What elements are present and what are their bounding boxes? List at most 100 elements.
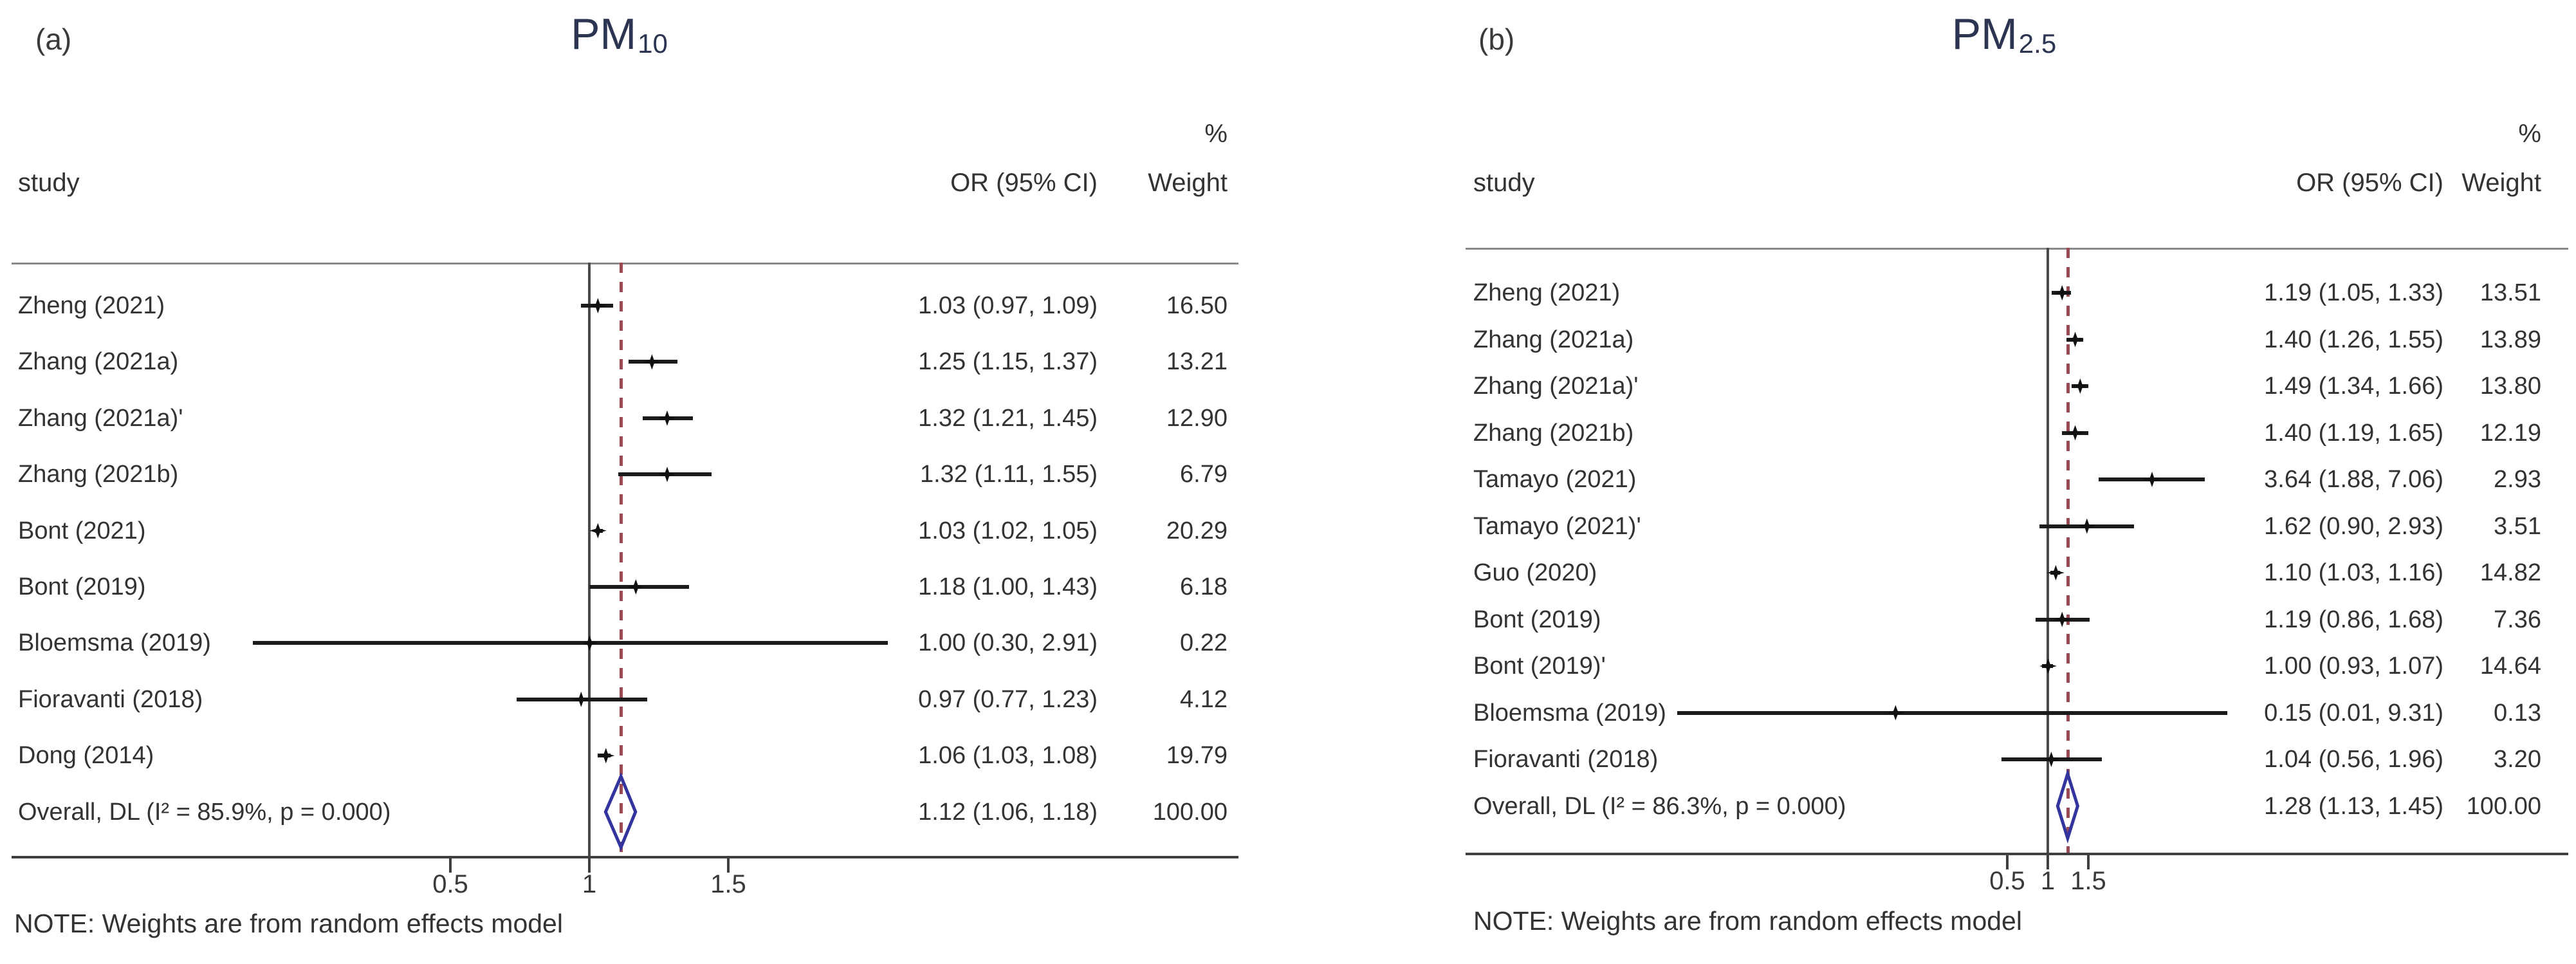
study-label: Tamayo (2021)' <box>1473 512 1641 540</box>
study-or-value: 1.03 (0.97, 1.09) <box>918 292 1098 319</box>
study-label: Zhang (2021a) <box>1473 326 1634 353</box>
panel-title-subscript: 10 <box>638 28 668 59</box>
study-label: Zheng (2021) <box>18 292 165 319</box>
column-header-or: OR (95% CI) <box>950 169 1098 197</box>
study-label: Zheng (2021) <box>1473 279 1621 306</box>
study-label: Fioravanti (2018) <box>1473 746 1659 773</box>
study-or-value: 3.64 (1.88, 7.06) <box>2264 466 2443 493</box>
overall-estimate-dashed-line <box>2066 248 2070 853</box>
header-rule <box>1466 248 2568 250</box>
panel-title-main: PM <box>1951 10 2018 59</box>
study-weight-value: 3.51 <box>2494 512 2541 540</box>
axis-tick-label: 1 <box>582 870 597 898</box>
panel-title-subscript: 2.5 <box>2018 28 2057 59</box>
study-weight-value: 6.18 <box>1180 573 1228 600</box>
study-or-value: 1.19 (1.05, 1.33) <box>2264 279 2443 306</box>
overall-diamond <box>603 772 638 852</box>
x-axis-line <box>1466 853 2568 855</box>
ci-line <box>253 641 888 645</box>
overall-or-value: 1.12 (1.06, 1.18) <box>918 798 1098 826</box>
forest-panel-a: (a) PM10 study OR (95% CI) % Weight NOTE… <box>0 0 1287 964</box>
column-header-percent: % <box>2518 120 2541 148</box>
panel-title-pm10: PM10 <box>0 9 1238 59</box>
column-header-study: study <box>18 169 80 197</box>
study-weight-value: 12.19 <box>2479 419 2541 447</box>
study-weight-value: 12.90 <box>1166 404 1228 432</box>
random-effects-note: NOTE: Weights are from random effects mo… <box>14 909 563 938</box>
overall-weight-value: 100.00 <box>2466 792 2541 820</box>
study-weight-value: 16.50 <box>1166 292 1228 319</box>
study-or-value: 1.32 (1.11, 1.55) <box>919 461 1098 488</box>
study-weight-value: 3.20 <box>2494 746 2541 773</box>
study-or-value: 1.00 (0.93, 1.07) <box>2264 653 2443 680</box>
axis-tick-label: 0.5 <box>432 870 468 898</box>
overall-diamond <box>2056 768 2080 844</box>
overall-weight-value: 100.00 <box>1152 798 1228 826</box>
study-or-value: 1.25 (1.15, 1.37) <box>918 348 1098 376</box>
study-label: Zhang (2021b) <box>1473 419 1634 447</box>
study-or-value: 1.49 (1.34, 1.66) <box>2264 373 2443 400</box>
study-or-value: 1.06 (1.03, 1.08) <box>918 742 1098 770</box>
study-weight-value: 14.64 <box>2479 653 2541 680</box>
study-or-value: 1.40 (1.19, 1.65) <box>2264 419 2443 447</box>
forest-panel-b: (b) PM2.5 study OR (95% CI) % Weight NOT… <box>1460 0 2576 964</box>
study-or-value: 1.00 (0.30, 2.91) <box>918 629 1098 657</box>
study-label: Zhang (2021b) <box>18 461 179 488</box>
overall-label: Overall, DL (I² = 85.9%, p = 0.000) <box>18 798 391 826</box>
study-weight-value: 7.36 <box>2494 606 2541 633</box>
study-weight-value: 13.51 <box>2479 279 2541 306</box>
study-or-value: 1.03 (1.02, 1.05) <box>918 517 1098 544</box>
study-or-value: 0.97 (0.77, 1.23) <box>918 685 1098 713</box>
random-effects-note: NOTE: Weights are from random effects mo… <box>1473 906 2022 936</box>
study-weight-value: 6.79 <box>1180 461 1228 488</box>
null-reference-line <box>588 263 591 871</box>
study-label: Zhang (2021a)' <box>18 404 183 432</box>
study-label: Bont (2019) <box>1473 606 1601 633</box>
study-or-value: 1.19 (0.86, 1.68) <box>2264 606 2443 633</box>
study-weight-value: 2.93 <box>2494 466 2541 493</box>
study-weight-value: 20.29 <box>1166 517 1228 544</box>
study-weight-value: 0.22 <box>1180 629 1228 657</box>
axis-tick-label: 1.5 <box>2070 867 2106 895</box>
column-header-study: study <box>1473 169 1535 197</box>
overall-or-value: 1.28 (1.13, 1.45) <box>2264 792 2443 820</box>
study-label: Tamayo (2021) <box>1473 466 1637 493</box>
study-or-value: 1.18 (1.00, 1.43) <box>918 573 1098 600</box>
study-label: Bont (2019)' <box>1473 653 1606 680</box>
axis-tick <box>2087 853 2090 869</box>
column-header-weight: Weight <box>2461 169 2541 197</box>
panel-label-a: (a) <box>35 23 72 56</box>
study-label: Bloemsma (2019) <box>1473 699 1666 727</box>
panel-title-main: PM <box>571 10 637 59</box>
axis-tick <box>727 856 730 873</box>
overall-label: Overall, DL (I² = 86.3%, p = 0.000) <box>1473 792 1846 820</box>
study-weight-value: 4.12 <box>1180 685 1228 713</box>
header-rule <box>12 263 1238 264</box>
study-or-value: 1.62 (0.90, 2.93) <box>2264 512 2443 540</box>
study-weight-value: 19.79 <box>1166 742 1228 770</box>
study-weight-value: 13.89 <box>2479 326 2541 353</box>
overall-estimate-dashed-line <box>620 263 623 856</box>
study-or-value: 0.15 (0.01, 9.31) <box>2264 699 2443 727</box>
panel-title-pm25: PM2.5 <box>1460 9 2548 59</box>
study-label: Bont (2021) <box>18 517 146 544</box>
column-header-percent: % <box>1204 120 1228 148</box>
x-axis-line <box>12 856 1238 858</box>
study-label: Dong (2014) <box>18 742 154 770</box>
study-label: Bont (2019) <box>18 573 146 600</box>
column-header-weight: Weight <box>1148 169 1228 197</box>
null-reference-line <box>2047 248 2049 868</box>
study-or-value: 1.32 (1.21, 1.45) <box>918 404 1098 432</box>
study-label: Zhang (2021a)' <box>1473 373 1639 400</box>
study-label: Fioravanti (2018) <box>18 685 203 713</box>
panel-label-b: (b) <box>1478 23 1515 56</box>
study-or-value: 1.04 (0.56, 1.96) <box>2264 746 2443 773</box>
axis-tick-label: 1.5 <box>710 870 746 898</box>
axis-tick <box>2006 853 2009 869</box>
study-label: Zhang (2021a) <box>18 348 179 376</box>
study-or-value: 1.10 (1.03, 1.16) <box>2264 559 2443 586</box>
study-label: Guo (2020) <box>1473 559 1597 586</box>
study-weight-value: 13.80 <box>2479 373 2541 400</box>
study-weight-value: 13.21 <box>1166 348 1228 376</box>
column-header-or: OR (95% CI) <box>2296 169 2443 197</box>
